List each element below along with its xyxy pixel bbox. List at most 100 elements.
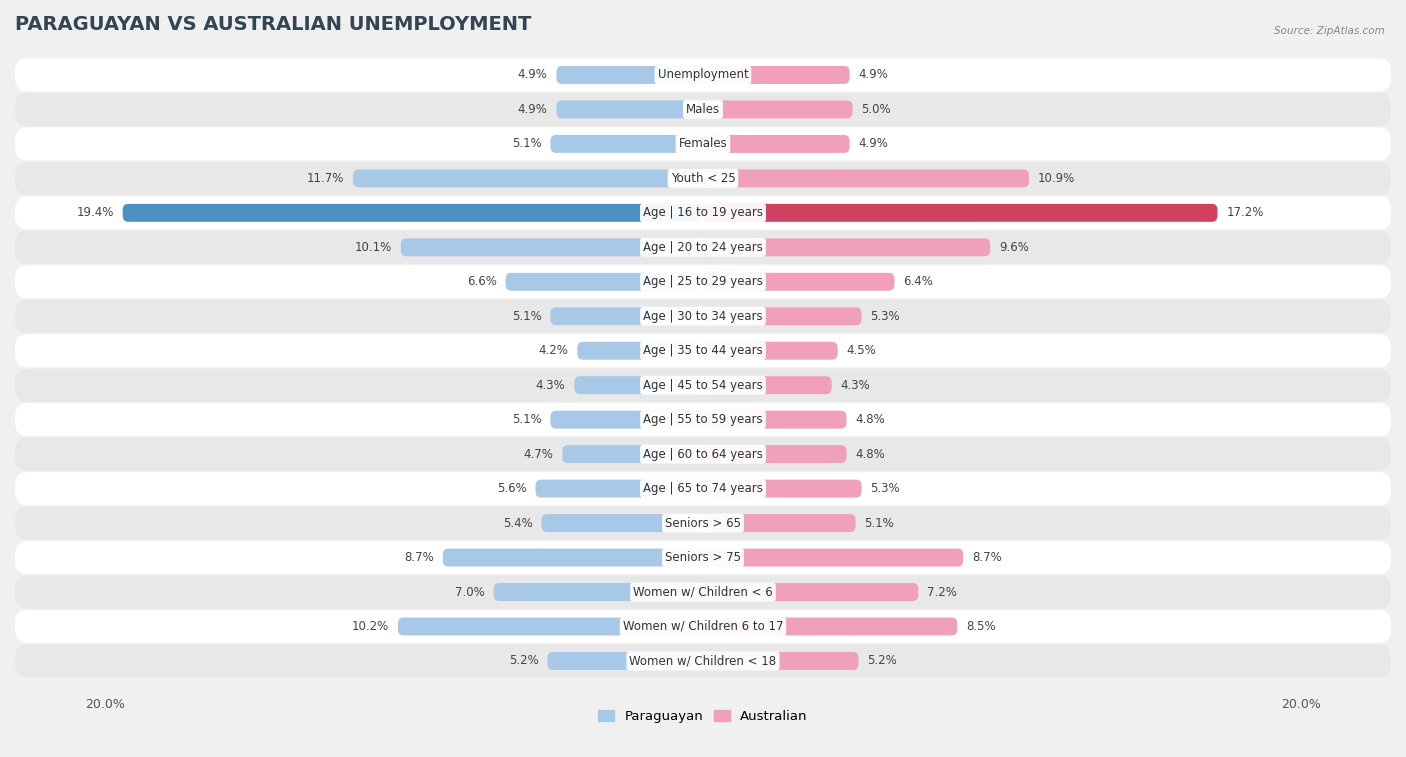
Text: Women w/ Children 6 to 17: Women w/ Children 6 to 17: [623, 620, 783, 633]
FancyBboxPatch shape: [703, 204, 1218, 222]
Text: 11.7%: 11.7%: [307, 172, 344, 185]
FancyBboxPatch shape: [703, 618, 957, 635]
FancyBboxPatch shape: [703, 480, 862, 497]
Text: 5.2%: 5.2%: [868, 655, 897, 668]
Text: 10.9%: 10.9%: [1038, 172, 1076, 185]
FancyBboxPatch shape: [547, 652, 703, 670]
FancyBboxPatch shape: [353, 170, 703, 187]
Text: 4.8%: 4.8%: [856, 413, 886, 426]
Text: Unemployment: Unemployment: [658, 68, 748, 82]
Text: 4.2%: 4.2%: [538, 344, 568, 357]
Text: Age | 25 to 29 years: Age | 25 to 29 years: [643, 276, 763, 288]
FancyBboxPatch shape: [550, 135, 703, 153]
FancyBboxPatch shape: [15, 506, 1391, 540]
Text: Age | 55 to 59 years: Age | 55 to 59 years: [643, 413, 763, 426]
Text: 4.7%: 4.7%: [523, 447, 554, 461]
Text: Females: Females: [679, 138, 727, 151]
Text: 7.2%: 7.2%: [928, 585, 957, 599]
FancyBboxPatch shape: [557, 101, 703, 118]
FancyBboxPatch shape: [703, 445, 846, 463]
FancyBboxPatch shape: [15, 403, 1391, 436]
FancyBboxPatch shape: [557, 66, 703, 84]
FancyBboxPatch shape: [15, 610, 1391, 643]
FancyBboxPatch shape: [703, 170, 1029, 187]
FancyBboxPatch shape: [550, 411, 703, 428]
FancyBboxPatch shape: [398, 618, 703, 635]
Text: 5.3%: 5.3%: [870, 310, 900, 322]
Text: Seniors > 75: Seniors > 75: [665, 551, 741, 564]
Text: 4.9%: 4.9%: [517, 103, 547, 116]
FancyBboxPatch shape: [15, 334, 1391, 367]
Text: 4.8%: 4.8%: [856, 447, 886, 461]
Text: 4.5%: 4.5%: [846, 344, 876, 357]
FancyBboxPatch shape: [541, 514, 703, 532]
Legend: Paraguayan, Australian: Paraguayan, Australian: [598, 710, 808, 723]
FancyBboxPatch shape: [703, 411, 846, 428]
FancyBboxPatch shape: [401, 238, 703, 257]
Text: 4.9%: 4.9%: [859, 138, 889, 151]
FancyBboxPatch shape: [578, 341, 703, 360]
Text: Age | 20 to 24 years: Age | 20 to 24 years: [643, 241, 763, 254]
Text: Age | 45 to 54 years: Age | 45 to 54 years: [643, 378, 763, 391]
FancyBboxPatch shape: [15, 196, 1391, 229]
FancyBboxPatch shape: [15, 369, 1391, 402]
Text: 8.7%: 8.7%: [404, 551, 434, 564]
FancyBboxPatch shape: [703, 583, 918, 601]
Text: 6.6%: 6.6%: [467, 276, 496, 288]
Text: 5.1%: 5.1%: [865, 516, 894, 530]
Text: Age | 16 to 19 years: Age | 16 to 19 years: [643, 207, 763, 220]
FancyBboxPatch shape: [703, 101, 852, 118]
Text: 8.5%: 8.5%: [966, 620, 995, 633]
FancyBboxPatch shape: [703, 549, 963, 566]
Text: 4.9%: 4.9%: [859, 68, 889, 82]
Text: Seniors > 65: Seniors > 65: [665, 516, 741, 530]
FancyBboxPatch shape: [15, 644, 1391, 678]
FancyBboxPatch shape: [703, 307, 862, 326]
FancyBboxPatch shape: [15, 127, 1391, 160]
FancyBboxPatch shape: [15, 93, 1391, 126]
FancyBboxPatch shape: [703, 135, 849, 153]
Text: 5.1%: 5.1%: [512, 138, 541, 151]
FancyBboxPatch shape: [15, 265, 1391, 298]
Text: PARAGUAYAN VS AUSTRALIAN UNEMPLOYMENT: PARAGUAYAN VS AUSTRALIAN UNEMPLOYMENT: [15, 15, 531, 34]
Text: Age | 30 to 34 years: Age | 30 to 34 years: [643, 310, 763, 322]
Text: 5.0%: 5.0%: [862, 103, 891, 116]
Text: Age | 65 to 74 years: Age | 65 to 74 years: [643, 482, 763, 495]
FancyBboxPatch shape: [703, 66, 849, 84]
Text: 4.9%: 4.9%: [517, 68, 547, 82]
Text: Source: ZipAtlas.com: Source: ZipAtlas.com: [1274, 26, 1385, 36]
FancyBboxPatch shape: [15, 575, 1391, 609]
Text: 7.0%: 7.0%: [456, 585, 485, 599]
FancyBboxPatch shape: [703, 238, 990, 257]
FancyBboxPatch shape: [703, 514, 856, 532]
Text: 8.7%: 8.7%: [972, 551, 1002, 564]
FancyBboxPatch shape: [15, 541, 1391, 574]
Text: 9.6%: 9.6%: [1000, 241, 1029, 254]
Text: Males: Males: [686, 103, 720, 116]
Text: Age | 35 to 44 years: Age | 35 to 44 years: [643, 344, 763, 357]
Text: Youth < 25: Youth < 25: [671, 172, 735, 185]
Text: 4.3%: 4.3%: [841, 378, 870, 391]
Text: 6.4%: 6.4%: [904, 276, 934, 288]
FancyBboxPatch shape: [494, 583, 703, 601]
Text: Age | 60 to 64 years: Age | 60 to 64 years: [643, 447, 763, 461]
FancyBboxPatch shape: [15, 300, 1391, 333]
Text: 5.6%: 5.6%: [496, 482, 526, 495]
FancyBboxPatch shape: [15, 231, 1391, 264]
FancyBboxPatch shape: [575, 376, 703, 394]
FancyBboxPatch shape: [122, 204, 703, 222]
Text: 5.4%: 5.4%: [503, 516, 533, 530]
Text: 10.2%: 10.2%: [352, 620, 389, 633]
FancyBboxPatch shape: [15, 472, 1391, 505]
FancyBboxPatch shape: [703, 376, 831, 394]
FancyBboxPatch shape: [536, 480, 703, 497]
Text: Women w/ Children < 18: Women w/ Children < 18: [630, 655, 776, 668]
FancyBboxPatch shape: [703, 341, 838, 360]
FancyBboxPatch shape: [15, 438, 1391, 471]
Text: 19.4%: 19.4%: [76, 207, 114, 220]
FancyBboxPatch shape: [703, 273, 894, 291]
FancyBboxPatch shape: [15, 58, 1391, 92]
Text: 5.2%: 5.2%: [509, 655, 538, 668]
FancyBboxPatch shape: [703, 652, 859, 670]
Text: 4.3%: 4.3%: [536, 378, 565, 391]
